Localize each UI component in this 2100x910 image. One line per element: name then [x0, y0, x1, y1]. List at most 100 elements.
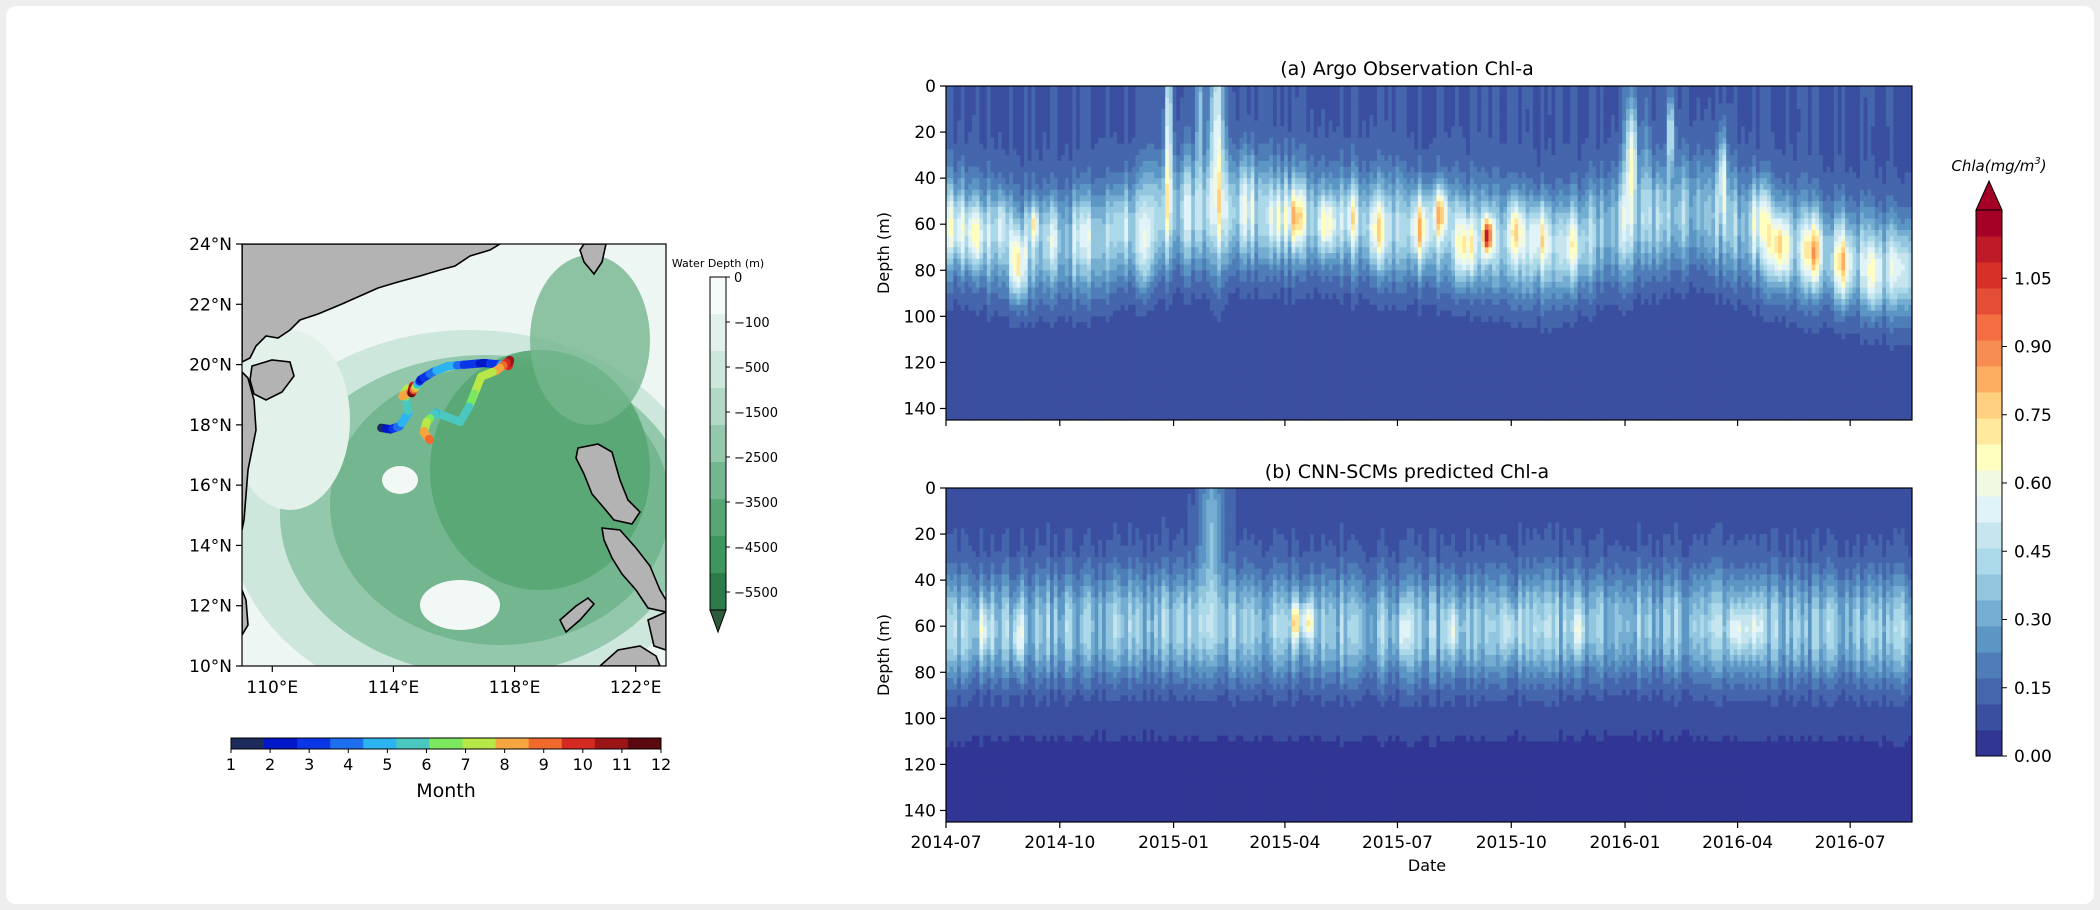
heatmap-cell: [998, 166, 1003, 173]
heatmap-cell: [1064, 195, 1070, 202]
heatmap-cell: [1150, 253, 1155, 260]
heatmap-cell: [1235, 189, 1241, 197]
heatmap-cell: [1157, 362, 1163, 369]
heatmap-cell: [1209, 339, 1215, 346]
heatmap-cell: [1076, 120, 1081, 127]
heatmap-cell: [1154, 264, 1159, 271]
heatmap-cell: [1113, 206, 1118, 214]
heatmap-cell: [1035, 114, 1040, 122]
heatmap-cell: [1090, 322, 1096, 329]
heatmap-cell: [1109, 368, 1114, 375]
heatmap-cell: [1116, 114, 1122, 122]
heatmap-cell: [946, 368, 951, 375]
heatmap-cell: [1016, 229, 1021, 237]
heatmap-cell: [1076, 287, 1081, 294]
heatmap-cell: [1016, 172, 1021, 179]
heatmap-cell: [1005, 247, 1010, 254]
heatmap-cell: [1113, 379, 1118, 387]
heatmap-cell: [1072, 299, 1077, 306]
heatmap-cell: [957, 218, 962, 225]
heatmap-cell: [1202, 172, 1207, 179]
heatmap-cell: [1083, 414, 1088, 420]
heatmap-cell: [1209, 235, 1215, 243]
heatmap-cell: [1050, 241, 1055, 248]
heatmap-cell: [983, 143, 988, 150]
heatmap-cell: [1198, 229, 1203, 237]
heatmap-cell: [1157, 195, 1163, 202]
heatmap-cell: [1031, 212, 1036, 220]
heatmap-cell: [1194, 281, 1200, 289]
heatmap-cell: [1090, 287, 1096, 294]
heatmap-cell: [972, 235, 977, 243]
heatmap-cell: [1087, 103, 1092, 110]
heatmap-cell: [1098, 385, 1103, 392]
heatmap-cell: [1176, 339, 1181, 346]
heatmap-cell: [960, 229, 966, 237]
heatmap-cell: [1102, 385, 1107, 392]
heatmap-cell: [1120, 247, 1125, 254]
heatmap-cell: [1217, 155, 1222, 162]
heatmap-cell: [1001, 414, 1007, 420]
heatmap-cell: [1180, 206, 1185, 214]
heatmap-cell: [1128, 143, 1133, 150]
heatmap-cell: [1005, 235, 1010, 243]
heatmap-cell: [1087, 356, 1092, 364]
heatmap-cell: [1024, 97, 1029, 104]
heatmap-cell: [979, 91, 984, 99]
heatmap-cell: [1038, 299, 1044, 306]
heatmap-cell: [1161, 126, 1166, 133]
heatmap-cell: [960, 137, 966, 145]
heatmap-cell: [957, 402, 962, 410]
heatmap-cell: [1109, 143, 1114, 150]
heatmap-cell: [994, 281, 999, 289]
heatmap-cell: [1235, 391, 1241, 398]
heatmap-cell: [1068, 241, 1073, 248]
heatmap-cell: [1076, 235, 1081, 243]
heatmap-cell: [1090, 253, 1096, 260]
heatmap-cell: [1232, 178, 1237, 185]
heatmap-cell: [1187, 183, 1192, 191]
heatmap-cell: [949, 408, 955, 415]
heatmap-cell: [1035, 166, 1040, 173]
heatmap-cell: [1005, 270, 1010, 277]
heatmap-cell: [1165, 281, 1170, 289]
heatmap-cell: [1228, 385, 1233, 392]
heatmap-cell: [1157, 339, 1163, 346]
heatmap-cell: [994, 103, 999, 110]
heatmap-cell: [1079, 368, 1085, 375]
heatmap-cell: [1161, 258, 1166, 266]
heatmap-cell: [1191, 253, 1196, 260]
heatmap-cell: [1142, 322, 1148, 329]
heatmap-cell: [1168, 253, 1174, 260]
heatmap-cell: [983, 333, 988, 340]
heatmap-cell: [1202, 91, 1207, 99]
heatmap-cell: [1124, 218, 1129, 225]
heatmap-cell: [1191, 97, 1196, 104]
heatmap-cell: [1191, 276, 1196, 283]
heatmap-cell: [1090, 293, 1096, 300]
heatmap-cell: [957, 229, 962, 237]
heatmap-cell: [1142, 356, 1148, 364]
heatmap-cell: [1046, 97, 1051, 104]
heatmap-cell: [1079, 172, 1085, 179]
heatmap-cell: [1183, 316, 1189, 323]
heatmap-cell: [1072, 137, 1077, 145]
heatmap-cell: [1038, 258, 1044, 266]
heatmap-cell: [1083, 345, 1088, 352]
heatmap-cell: [983, 91, 988, 99]
month-colorbar-tick-label: 4: [343, 755, 353, 774]
heatmap-cell: [1183, 287, 1189, 294]
heatmap-cell: [1168, 362, 1174, 369]
heatmap-cell: [1113, 126, 1118, 133]
heatmap-cell: [1239, 160, 1244, 168]
heatmap-cell: [1001, 327, 1007, 335]
heatmap-cell: [1076, 276, 1081, 283]
heatmap-cell: [1105, 126, 1111, 133]
heatmap-cell: [1228, 373, 1233, 381]
heatmap-cell: [1072, 114, 1077, 122]
heatmap-cell: [1057, 287, 1062, 294]
heatmap-cell: [975, 247, 981, 254]
heatmap-cell: [975, 86, 981, 93]
heatmap-cell: [998, 310, 1003, 317]
heatmap-cell: [979, 143, 984, 150]
